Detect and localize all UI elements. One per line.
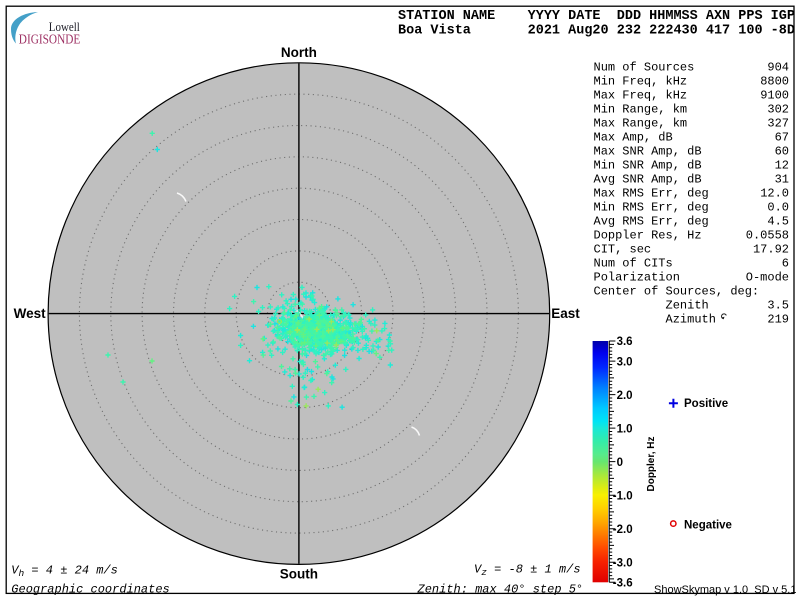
svg-text:North: North <box>281 45 317 60</box>
svg-text:12.0: 12.0 <box>760 187 789 201</box>
svg-text:Vh = 4 ± 24 m/s: Vh = 4 ± 24 m/s <box>11 564 118 580</box>
svg-text:904: 904 <box>767 61 789 75</box>
svg-text:302: 302 <box>767 103 789 117</box>
svg-text:0: 0 <box>617 457 623 469</box>
svg-text:Boa Vista 2021 Aug20 232: Boa Vista 2021 Aug20 232 222430 417 100 … <box>398 24 795 39</box>
svg-text:3.6: 3.6 <box>617 336 633 348</box>
svg-text:9100: 9100 <box>760 89 789 103</box>
svg-text:4.5: 4.5 <box>767 215 789 229</box>
svg-text:219: 219 <box>767 313 789 327</box>
svg-text:Negative: Negative <box>684 519 732 531</box>
svg-text:Min Freq, kHz: Min Freq, kHz <box>594 75 688 89</box>
svg-text:-2.0: -2.0 <box>613 524 633 536</box>
svg-text:CIT, sec: CIT, sec <box>594 243 652 257</box>
svg-text:East: East <box>551 306 580 321</box>
svg-text:Center of Sources, deg:: Center of Sources, deg: <box>594 285 760 299</box>
svg-text:South: South <box>280 567 318 582</box>
svg-text:Doppler Res, Hz: Doppler Res, Hz <box>594 229 702 243</box>
svg-text:Vz = -8 ± 1 m/s: Vz = -8 ± 1 m/s <box>474 563 581 579</box>
svg-text:Zenith: Zenith <box>594 299 709 313</box>
svg-text:Doppler, Hz: Doppler, Hz <box>646 436 657 491</box>
svg-text:Max Freq, kHz: Max Freq, kHz <box>594 89 688 103</box>
svg-text:Num of Sources: Num of Sources <box>594 61 695 75</box>
svg-text:2.0: 2.0 <box>617 390 633 402</box>
svg-text:-1.0: -1.0 <box>613 490 633 502</box>
svg-text:Geographic coordinates: Geographic coordinates <box>11 583 169 597</box>
svg-text:Polarization: Polarization <box>594 271 680 285</box>
svg-text:-3.6: -3.6 <box>613 578 633 590</box>
svg-text:12: 12 <box>775 159 789 173</box>
svg-text:6: 6 <box>782 257 789 271</box>
svg-text:Min RMS Err, deg: Min RMS Err, deg <box>594 201 709 215</box>
svg-text:Max SNR Amp, dB: Max SNR Amp, dB <box>594 145 702 159</box>
svg-text:0.0: 0.0 <box>767 201 789 215</box>
svg-text:West: West <box>14 306 47 321</box>
svg-text:Lowell: Lowell <box>49 20 80 34</box>
svg-text:3.0: 3.0 <box>617 356 633 368</box>
svg-text:17.92: 17.92 <box>753 243 789 257</box>
svg-text:Max Range, km: Max Range, km <box>594 117 688 131</box>
svg-text:STATION NAME YYYY DATE DDD: STATION NAME YYYY DATE DDD HHMMSS AXN PP… <box>398 9 795 24</box>
svg-text:Avg SNR Amp, dB: Avg SNR Amp, dB <box>594 173 702 187</box>
svg-text:ShowSkymap v 1.0 SD v 5.1: ShowSkymap v 1.0 SD v 5.1 <box>654 584 796 596</box>
svg-text:Max RMS Err, deg: Max RMS Err, deg <box>594 187 709 201</box>
svg-text:8800: 8800 <box>760 75 789 89</box>
svg-text:60: 60 <box>775 145 789 159</box>
svg-text:3.5: 3.5 <box>767 299 789 313</box>
svg-text:-3.0: -3.0 <box>613 557 633 569</box>
svg-text:Min SNR Amp, dB: Min SNR Amp, dB <box>594 159 702 173</box>
svg-text:Max Amp, dB: Max Amp, dB <box>594 131 673 145</box>
svg-text:Num of CITs: Num of CITs <box>594 257 673 271</box>
svg-text:31: 31 <box>775 173 789 187</box>
svg-text:DIGISONDE: DIGISONDE <box>19 32 81 47</box>
svg-text:1.0: 1.0 <box>617 423 633 435</box>
svg-text:Azimuth: Azimuth <box>594 313 716 327</box>
svg-text:Avg RMS Err, deg: Avg RMS Err, deg <box>594 215 709 229</box>
svg-text:67: 67 <box>775 131 789 145</box>
svg-text:0.0558: 0.0558 <box>746 229 789 243</box>
svg-text:327: 327 <box>767 117 789 131</box>
svg-text:Positive: Positive <box>684 398 728 410</box>
svg-text:O-mode: O-mode <box>746 271 789 285</box>
svg-text:Zenith: max 40° step 5°: Zenith: max 40° step 5° <box>417 583 584 597</box>
svg-text:Min Range, km: Min Range, km <box>594 103 688 117</box>
